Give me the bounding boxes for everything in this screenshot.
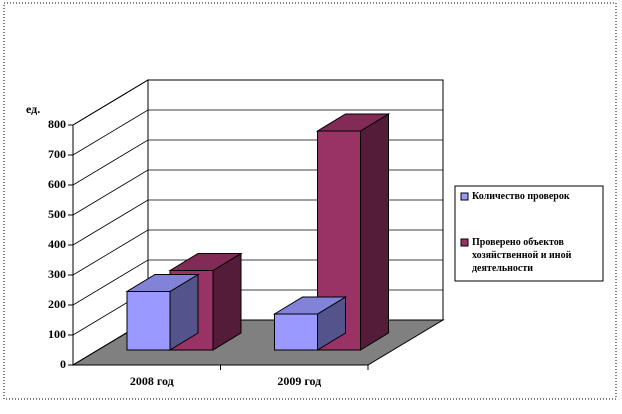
- legend-box: [454, 185, 604, 282]
- x-tick-label: 2009 год: [277, 374, 321, 388]
- frame: [3, 2, 617, 400]
- legend-swatch: [460, 192, 469, 201]
- grid-line: [72, 79, 443, 126]
- y-tick-label: 200: [48, 297, 66, 311]
- legend-label: Количество проверок: [472, 191, 570, 202]
- bar-front: [126, 291, 171, 351]
- bar-front: [274, 313, 318, 351]
- bar: [272, 296, 348, 351]
- bar-side: [360, 113, 389, 351]
- grid-line: [72, 109, 443, 156]
- y-tick-label: 0: [60, 357, 66, 371]
- y-axis-label: ед.: [26, 102, 40, 116]
- y-tick-label: 300: [48, 267, 66, 281]
- y-tick-label: 100: [48, 327, 66, 341]
- y-tick-label: 500: [48, 207, 66, 221]
- y-tick-label: 600: [48, 177, 66, 191]
- legend: Количество проверок Проверено объектов хоз…: [454, 185, 604, 282]
- y-tick-label: 400: [48, 237, 66, 251]
- y-tick-label: 800: [48, 117, 66, 131]
- x-tick-label: 2008 год: [130, 374, 174, 388]
- legend-swatch: [460, 238, 469, 247]
- y-tick-label: 700: [48, 147, 66, 161]
- legend-label: Проверено объектов хозяйственной и иной де…: [472, 237, 572, 274]
- bar: [125, 273, 200, 351]
